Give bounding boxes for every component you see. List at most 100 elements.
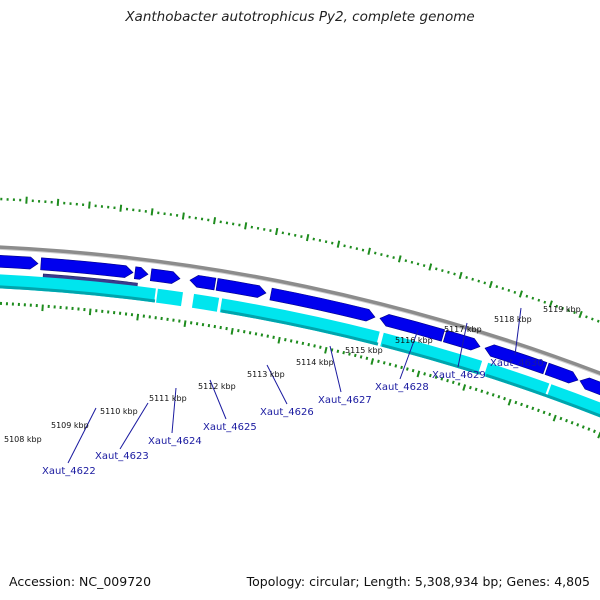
inner-tick — [411, 368, 415, 373]
outer-tick — [573, 311, 576, 315]
kbp-scale-labels: 5108 kbp 5109 kbp 5110 kbp 5111 kbp 5112… — [4, 305, 581, 444]
forward-gene-arrow[interactable] — [544, 362, 579, 384]
kbp-label: 5108 kbp — [4, 435, 42, 444]
inner-tick — [342, 350, 346, 355]
gene-label-xaut-4623[interactable]: Xaut_4623 — [95, 451, 149, 462]
gene-label-xaut-4629[interactable]: Xaut_4629 — [432, 370, 486, 381]
inner-tick — [542, 410, 546, 415]
outer-tick — [596, 319, 600, 323]
inner-tick — [565, 418, 568, 423]
inner-tick — [480, 389, 484, 393]
outer-tick — [578, 310, 583, 319]
gene-label-xaut-4627[interactable]: Xaut_4627 — [318, 395, 372, 406]
kbp-label: 5119 kbp — [543, 305, 581, 314]
outer-tick — [349, 245, 352, 249]
reverse-gene-track[interactable] — [0, 273, 600, 425]
outer-tick — [428, 263, 433, 271]
outer-tick — [380, 253, 383, 256]
outer-tick — [555, 304, 559, 308]
inner-tick — [183, 320, 187, 328]
forward-gene-arrow[interactable] — [133, 266, 149, 280]
reverse-gene-rim[interactable] — [0, 284, 156, 303]
outer-tick — [441, 269, 444, 273]
gene-label-xaut-4626[interactable]: Xaut_4626 — [260, 407, 314, 418]
inner-tick — [597, 431, 600, 439]
inner-tick — [254, 332, 258, 336]
inner-tick — [353, 353, 357, 358]
kbp-label: 5113 kbp — [247, 370, 285, 379]
label-leader-line — [399, 329, 419, 380]
outer-tick — [410, 260, 414, 264]
outer-tick — [435, 267, 438, 271]
outer-tick — [501, 287, 505, 291]
outer-tick — [518, 290, 523, 298]
inner-tick — [277, 336, 281, 344]
outer-tick — [422, 264, 426, 268]
outer-tick — [561, 306, 565, 310]
outer-tick — [543, 300, 547, 304]
outer-tick — [537, 298, 541, 302]
reverse-gene-rim[interactable] — [485, 373, 600, 425]
outer-tick-track — [0, 196, 600, 323]
gene-label-xaut-4630[interactable]: Xaut_4630 — [490, 358, 544, 369]
gene-label-xaut-4622[interactable]: Xaut_4622 — [42, 466, 96, 477]
inner-tick — [405, 367, 409, 371]
outer-tick — [525, 294, 529, 298]
kbp-label: 5111 kbp — [149, 394, 187, 403]
gene-label-xaut-4624[interactable]: Xaut_4624 — [148, 436, 202, 447]
inner-tick — [377, 359, 380, 364]
inner-tick — [382, 361, 386, 365]
gene-label-xaut-4628[interactable]: Xaut_4628 — [375, 382, 429, 393]
outer-tick — [488, 280, 493, 289]
inner-tick — [295, 340, 299, 344]
gene-label-xaut-4625[interactable]: Xaut_4625 — [203, 422, 257, 433]
forward-gene-arrow[interactable] — [215, 278, 267, 298]
outer-tick — [458, 271, 463, 280]
forward-gene-arrow[interactable] — [40, 257, 134, 278]
inner-tick — [469, 385, 472, 390]
label-leader-line — [457, 322, 468, 368]
outer-tick — [471, 277, 474, 281]
inner-tick — [434, 375, 438, 379]
outer-tick — [416, 262, 420, 266]
inner-tick — [486, 391, 489, 395]
inner-tick — [394, 364, 398, 368]
inner-tick — [348, 352, 351, 356]
label-leader-line — [209, 379, 227, 420]
inner-tick — [423, 372, 426, 376]
outer-tick — [324, 240, 328, 244]
forward-gene-arrow[interactable] — [0, 254, 39, 270]
inner-tick — [457, 382, 461, 386]
backbone-line — [0, 245, 600, 376]
forward-gene-arrow[interactable] — [189, 275, 217, 291]
forward-gene-arrow[interactable] — [442, 329, 481, 351]
outer-tick — [88, 201, 91, 209]
inner-tick — [514, 400, 518, 405]
inner-tick — [336, 349, 340, 353]
inner-tick — [552, 414, 557, 422]
outer-tick — [477, 279, 481, 283]
kbp-label: 5117 kbp — [444, 325, 482, 334]
reverse-gene-box[interactable] — [483, 362, 550, 397]
outer-tick — [567, 308, 570, 312]
reverse-gene-box[interactable] — [380, 332, 483, 375]
inner-tick — [248, 331, 252, 335]
forward-gene-track[interactable] — [0, 254, 600, 401]
forward-gene-arrow[interactable] — [269, 287, 376, 322]
reverse-gene-box[interactable] — [191, 293, 220, 312]
inner-tick — [330, 348, 334, 352]
inner-tick — [242, 330, 246, 334]
inner-tick — [301, 341, 305, 346]
outer-tick — [213, 217, 217, 225]
reverse-gene-rim[interactable] — [381, 343, 481, 375]
forward-gene-arrow[interactable] — [149, 268, 181, 284]
forward-gene-arrow[interactable] — [579, 377, 600, 402]
forward-gene-arrow[interactable] — [484, 344, 548, 375]
label-leader-line — [329, 345, 342, 393]
reverse-gene-rim[interactable] — [220, 309, 379, 346]
forward-gene-arrow[interactable] — [379, 314, 446, 342]
inner-tick — [507, 398, 512, 406]
reverse-gene-box[interactable] — [156, 288, 184, 307]
inner-tick — [365, 356, 369, 361]
